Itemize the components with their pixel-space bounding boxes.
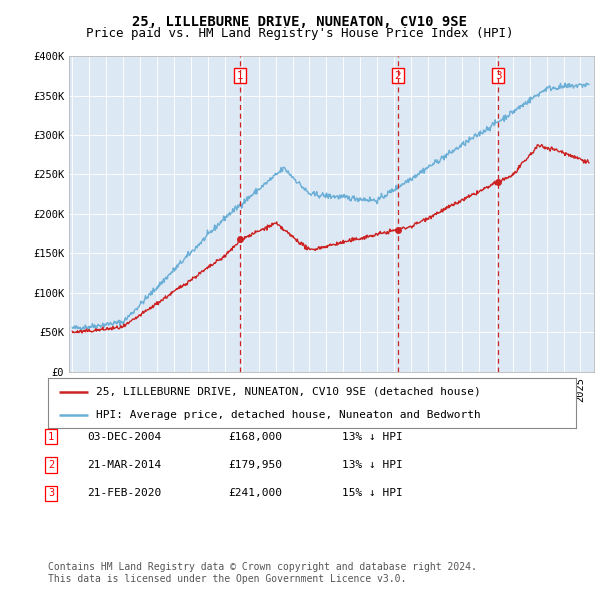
Text: 3: 3: [494, 71, 501, 81]
Text: 13% ↓ HPI: 13% ↓ HPI: [342, 432, 403, 441]
Text: 1: 1: [237, 71, 244, 81]
Text: Price paid vs. HM Land Registry's House Price Index (HPI): Price paid vs. HM Land Registry's House …: [86, 27, 514, 40]
Text: 15% ↓ HPI: 15% ↓ HPI: [342, 489, 403, 498]
Text: 21-FEB-2020: 21-FEB-2020: [87, 489, 161, 498]
Text: £241,000: £241,000: [228, 489, 282, 498]
Text: 2: 2: [395, 71, 401, 81]
Text: £179,950: £179,950: [228, 460, 282, 470]
Text: 21-MAR-2014: 21-MAR-2014: [87, 460, 161, 470]
Text: 2: 2: [48, 460, 54, 470]
Text: 1: 1: [48, 432, 54, 441]
Text: 3: 3: [48, 489, 54, 498]
Text: 03-DEC-2004: 03-DEC-2004: [87, 432, 161, 441]
Text: £168,000: £168,000: [228, 432, 282, 441]
Text: 13% ↓ HPI: 13% ↓ HPI: [342, 460, 403, 470]
Text: HPI: Average price, detached house, Nuneaton and Bedworth: HPI: Average price, detached house, Nune…: [95, 410, 480, 420]
Text: Contains HM Land Registry data © Crown copyright and database right 2024.
This d: Contains HM Land Registry data © Crown c…: [48, 562, 477, 584]
Text: 25, LILLEBURNE DRIVE, NUNEATON, CV10 9SE (detached house): 25, LILLEBURNE DRIVE, NUNEATON, CV10 9SE…: [95, 386, 480, 396]
Text: 25, LILLEBURNE DRIVE, NUNEATON, CV10 9SE: 25, LILLEBURNE DRIVE, NUNEATON, CV10 9SE: [133, 15, 467, 29]
